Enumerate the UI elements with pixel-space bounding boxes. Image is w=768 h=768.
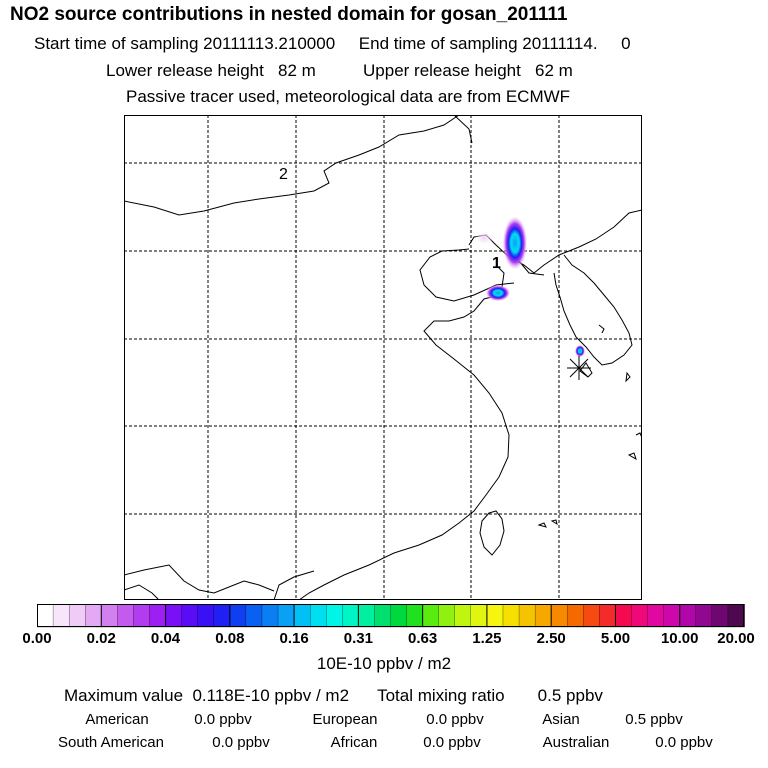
lat-lon-grid <box>124 115 642 600</box>
plume-main <box>503 217 527 269</box>
colorbar-cell <box>647 604 665 628</box>
release-height-line: Lower release height 82 m Upper release … <box>106 61 573 80</box>
colorbar-cell <box>197 604 215 628</box>
colorbar-cell <box>133 604 151 628</box>
colorbar-cell <box>599 604 617 628</box>
map-label-1: 1 <box>492 255 501 272</box>
region-name-asian: Asian <box>542 711 580 728</box>
colorbar-cell <box>293 604 311 628</box>
colorbar-tick-label: 0.04 <box>150 630 181 647</box>
colorbar-cell <box>518 604 536 628</box>
coastlines <box>124 115 642 600</box>
receptor-star-icon <box>567 356 591 380</box>
colorbar-cell <box>567 604 585 628</box>
colorbar-cell <box>663 604 681 628</box>
colorbar-tick-label: 0.63 <box>408 630 438 647</box>
plume-bay <box>486 285 510 301</box>
tracer-info-line: Passive tracer used, meteorological data… <box>126 87 571 106</box>
colorbar-cell <box>181 604 199 628</box>
colorbar-cell <box>165 604 183 628</box>
colorbar-cell <box>470 604 488 628</box>
colorbar-tick-label: 5.00 <box>600 630 631 647</box>
colorbar-cell <box>229 604 247 628</box>
colorbar-cell <box>310 604 327 628</box>
colorbar-tick-label: 0.08 <box>215 630 245 647</box>
region-value-australian: 0.0 ppbv <box>655 734 713 751</box>
region-value-asian: 0.5 ppbv <box>625 711 683 728</box>
colorbar-cell <box>534 604 552 628</box>
colorbar-cell <box>101 604 119 628</box>
region-name-south-american: South American <box>58 734 164 751</box>
colorbar-cell <box>727 604 745 628</box>
tracer-plumes <box>474 217 585 357</box>
colorbar-cell <box>358 604 376 628</box>
colorbar-cell <box>615 604 633 628</box>
colorbar-cell <box>679 604 697 628</box>
colorbar-cell <box>486 604 504 628</box>
colorbar-cell <box>149 604 167 628</box>
colorbar-cell <box>502 604 520 628</box>
colorbar-cell <box>342 604 360 628</box>
colorbar-tick-label: 20.00 <box>717 630 755 647</box>
colorbar-tick-label: 0.02 <box>86 630 116 647</box>
source-contribution-map: 2 1 <box>124 115 642 600</box>
plume-faint <box>474 230 494 246</box>
plot-title: NO2 source contributions in nested domai… <box>10 4 568 25</box>
colorbar-cell <box>37 604 54 628</box>
colorbar-cell <box>261 604 279 628</box>
region-value-south-american: 0.0 ppbv <box>212 734 270 751</box>
region-name-australian: Australian <box>542 734 610 751</box>
colorbar-cell <box>117 604 135 628</box>
region-name-american: American <box>85 711 149 728</box>
region-value-african: 0.0 ppbv <box>423 734 481 751</box>
colorbar-cell <box>583 604 601 628</box>
map-label-2: 2 <box>279 166 288 183</box>
colorbar-cell <box>551 604 568 628</box>
colorbar-cell <box>711 604 729 628</box>
colorbar-cell <box>85 604 103 628</box>
colorbar-cell <box>277 604 295 628</box>
maximum-value-line: Maximum value 0.118E-10 ppbv / m2 Total … <box>64 686 603 705</box>
colorbar-tick-label: 1.25 <box>472 630 502 647</box>
colorbar-tick-label: 0.16 <box>279 630 309 647</box>
colorbar-cell <box>454 604 472 628</box>
region-name-european: European <box>312 711 378 728</box>
colorbar-units: 10E-10 ppbv / m2 <box>316 654 452 673</box>
colorbar-cell <box>68 604 86 628</box>
colorbar-cell <box>631 604 649 628</box>
colorbar-cell <box>695 604 713 628</box>
plume-receptor <box>575 345 585 357</box>
colorbar-cell <box>390 604 408 628</box>
region-value-american: 0.0 ppbv <box>194 711 252 728</box>
colorbar-cell <box>438 604 456 628</box>
colorbar-cell <box>422 604 440 628</box>
colorbar-tick-label: 10.00 <box>660 630 699 647</box>
colorbar-cell <box>52 604 70 628</box>
colorbar-frame <box>37 604 744 627</box>
colorbar-tick-label: 0.00 <box>22 630 52 647</box>
colorbar-cell <box>406 604 424 628</box>
region-name-african: African <box>330 734 378 751</box>
region-value-european: 0.0 ppbv <box>426 711 484 728</box>
colorbar-cell <box>326 604 344 628</box>
colorbar-cell <box>245 604 263 628</box>
colorbar-tick-label: 0.31 <box>343 630 373 647</box>
sampling-time-line: Start time of sampling 20111113.210000 E… <box>34 34 631 53</box>
colorbar-cell <box>213 604 231 628</box>
map-frame <box>124 115 642 600</box>
colorbar <box>37 604 745 628</box>
colorbar-tick-label: 2.50 <box>536 630 566 647</box>
colorbar-cell <box>374 604 392 628</box>
